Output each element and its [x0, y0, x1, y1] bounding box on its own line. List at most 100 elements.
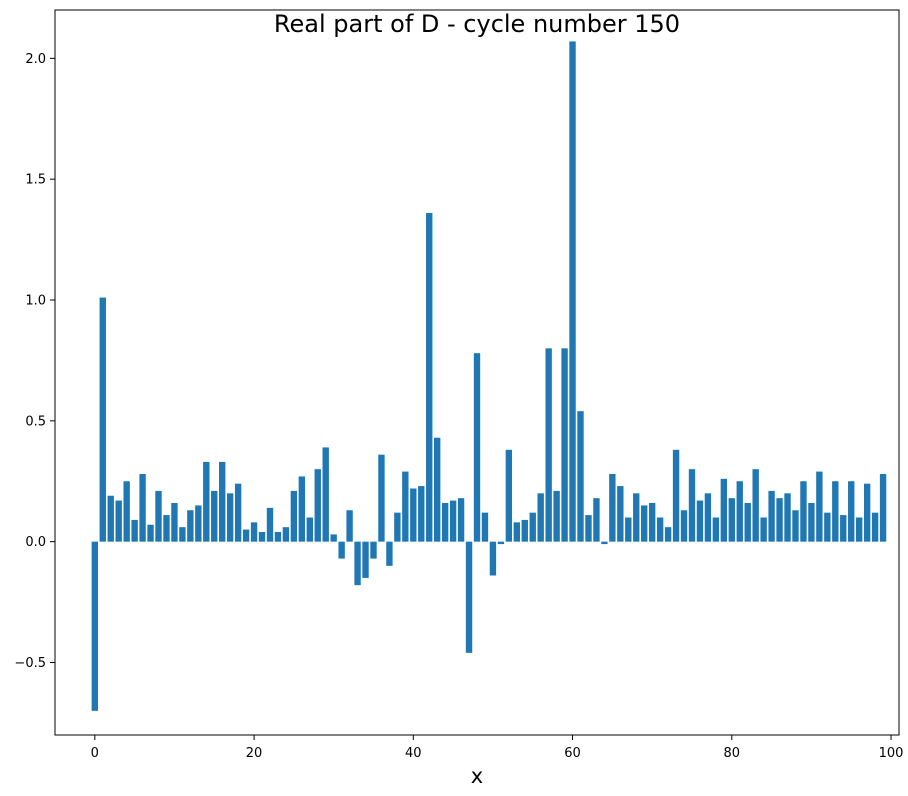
bar-11	[179, 527, 186, 542]
y-tick-label: 1.0	[25, 294, 46, 309]
bar-94	[840, 515, 847, 542]
bar-74	[680, 510, 688, 542]
bar-98	[871, 512, 879, 542]
bar-23	[274, 532, 282, 542]
bar-43	[434, 437, 441, 542]
bar-73	[672, 449, 680, 542]
x-tick-label: 80	[724, 746, 741, 761]
bar-38	[394, 512, 401, 542]
bar-14	[203, 461, 210, 542]
bar-57	[545, 348, 552, 542]
x-tick-label: 40	[405, 746, 422, 761]
bar-5	[131, 519, 138, 542]
bar-42	[426, 213, 433, 542]
bar-44	[441, 503, 449, 542]
bar-21	[258, 532, 266, 542]
x-tick-label: 0	[91, 746, 99, 761]
bar-32	[346, 510, 353, 542]
bar-28	[314, 469, 321, 542]
bar-65	[609, 474, 616, 542]
bar-18	[234, 483, 242, 542]
bar-71	[656, 517, 664, 542]
bar-85	[768, 490, 775, 542]
bars-group	[91, 41, 887, 711]
bar-53	[513, 522, 520, 542]
bar-6	[139, 474, 146, 542]
bar-87	[784, 493, 791, 542]
bar-83	[752, 469, 759, 542]
bar-27	[306, 517, 313, 542]
bar-78	[712, 517, 720, 542]
bar-13	[195, 505, 202, 542]
x-tick-label: 60	[564, 746, 581, 761]
bar-67	[625, 517, 632, 542]
bar-7	[147, 524, 154, 542]
bar-76	[696, 500, 704, 542]
bar-19	[242, 529, 250, 542]
bar-39	[402, 471, 409, 542]
bar-72	[664, 527, 672, 542]
x-axis-label: x	[471, 764, 483, 788]
bar-88	[792, 510, 799, 542]
bar-37	[386, 541, 393, 566]
bar-79	[720, 478, 728, 542]
bar-31	[338, 541, 345, 559]
bar-97	[863, 483, 871, 542]
bar-2	[107, 495, 114, 542]
y-tick-label: 2.0	[25, 52, 46, 67]
bar-59	[561, 348, 568, 542]
bar-55	[529, 512, 536, 542]
bar-66	[617, 486, 624, 542]
bar-8	[155, 490, 162, 542]
bar-26	[298, 476, 306, 542]
bar-15	[211, 490, 218, 542]
y-tick-label: 1.5	[25, 173, 46, 188]
bar-70	[648, 503, 656, 542]
y-tick-label: −0.5	[14, 656, 46, 671]
bar-35	[370, 541, 377, 559]
bar-40	[410, 488, 417, 542]
bar-29	[322, 447, 329, 542]
bar-3	[115, 500, 122, 542]
bar-51	[497, 541, 505, 545]
y-tick-label: 0.5	[25, 414, 46, 429]
bar-52	[505, 449, 513, 542]
bar-48	[473, 353, 481, 542]
bar-63	[593, 498, 600, 542]
bar-41	[418, 486, 425, 542]
bar-56	[537, 493, 544, 542]
bar-80	[728, 498, 735, 542]
bar-81	[736, 481, 743, 542]
plot-frame	[54, 9, 900, 736]
bar-62	[585, 515, 592, 542]
bar-86	[776, 498, 783, 542]
y-tick-label: 0.0	[25, 535, 46, 550]
bar-93	[832, 481, 839, 542]
bar-25	[290, 490, 298, 542]
bar-99	[879, 474, 887, 542]
bar-75	[688, 469, 696, 542]
x-tick-label: 20	[246, 746, 263, 761]
bar-91	[816, 471, 823, 542]
x-axis-ticks: 0 20 40 60 80 100	[91, 735, 903, 761]
bar-49	[481, 512, 489, 542]
chart-title: Real part of D - cycle number 150	[274, 10, 680, 38]
bar-33	[354, 541, 361, 586]
bar-30	[330, 534, 337, 542]
bar-22	[266, 507, 274, 542]
bar-58	[553, 490, 560, 542]
bar-0	[91, 541, 98, 711]
bar-36	[378, 454, 385, 542]
bar-16	[219, 461, 226, 542]
bar-10	[171, 503, 178, 542]
bar-45	[449, 500, 457, 542]
bar-12	[187, 510, 194, 542]
bar-96	[856, 517, 863, 542]
bar-89	[800, 481, 807, 542]
bar-46	[457, 498, 465, 542]
bar-4	[123, 481, 130, 542]
bar-20	[250, 522, 258, 542]
bar-9	[163, 515, 170, 542]
bar-82	[744, 503, 751, 542]
